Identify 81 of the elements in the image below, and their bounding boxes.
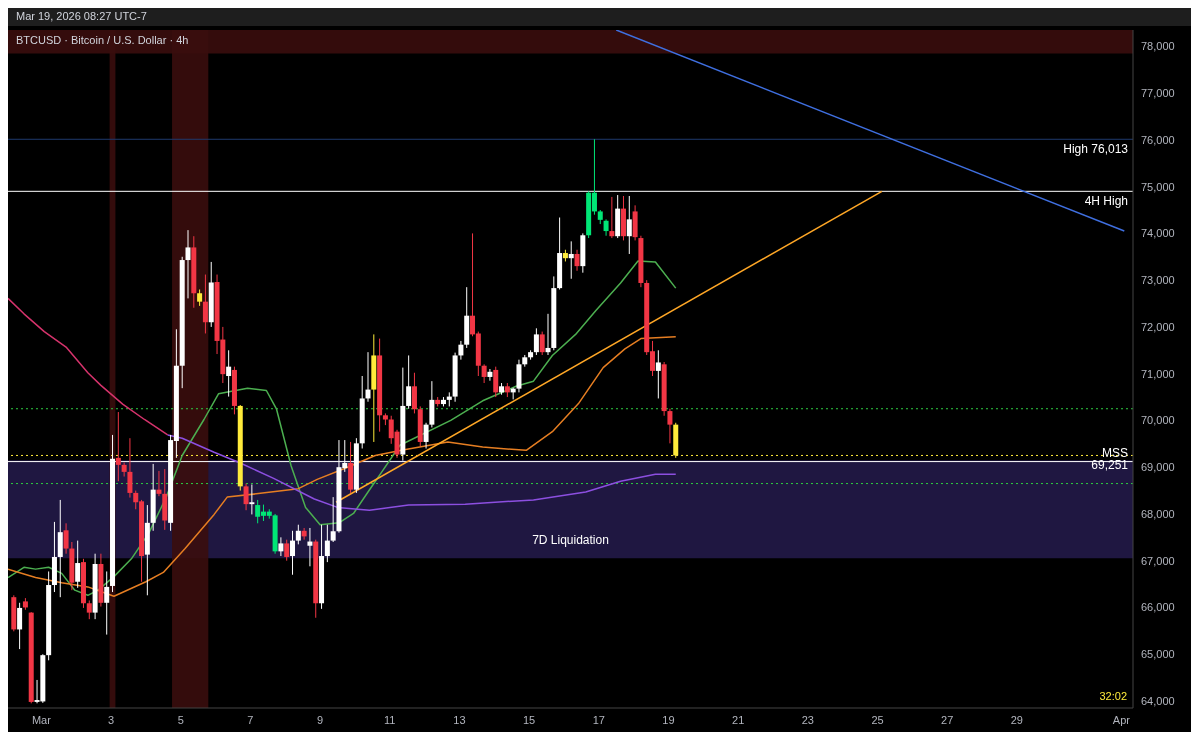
y-tick-label: 75,000 [1141, 180, 1175, 193]
candlestick [655, 349, 661, 399]
line-series [8, 297, 169, 436]
x-tick-label: 11 [384, 713, 396, 726]
candlestick [458, 340, 464, 361]
candlestick [626, 195, 632, 255]
line-series [8, 260, 677, 597]
candlestick [243, 483, 249, 511]
candlestick [156, 470, 162, 497]
x-tick-label: 25 [871, 713, 884, 726]
y-tick-label: 69,000 [1141, 461, 1175, 474]
chart-subtitle: Mar 19, 2026 08:27 UTC-7 [15, 9, 148, 24]
candlestick [539, 331, 545, 356]
y-tick-label: 70,000 [1141, 414, 1175, 427]
candlestick [574, 249, 580, 272]
x-tick-label: 15 [523, 713, 536, 726]
x-tick-label: 3 [108, 713, 115, 726]
candlestick [295, 524, 301, 545]
y-tick-label: 76,000 [1141, 133, 1175, 146]
candlestick [75, 540, 81, 589]
x-tick-label: 27 [941, 713, 954, 726]
candlestick [545, 313, 551, 356]
x-tick-label: 23 [801, 713, 814, 726]
candlestick [104, 570, 110, 636]
candlestick [481, 363, 487, 384]
y-tick-label: 71,000 [1141, 367, 1175, 380]
annotation: 32:02 [1099, 690, 1127, 702]
candlestick [226, 349, 232, 398]
x-tick-label: 21 [732, 713, 745, 726]
y-tick-label: 66,000 [1141, 601, 1175, 614]
y-tick-label: 74,000 [1141, 227, 1175, 240]
candlestick [493, 366, 499, 398]
candlestick [249, 483, 255, 515]
y-tick-label: 68,000 [1141, 507, 1175, 520]
y-tick-label: 72,000 [1141, 320, 1175, 333]
candlestick [115, 411, 121, 482]
x-tick-label: 19 [662, 713, 675, 726]
chart-title: BTCUSD · Bitcoin / U.S. Dollar · 4h [16, 34, 189, 46]
y-tick-label: 64,000 [1141, 694, 1175, 707]
candlestick [202, 274, 208, 334]
candlestick [411, 372, 417, 414]
y-tick-label: 73,000 [1141, 274, 1175, 287]
candlestick [185, 229, 191, 299]
candlestick [330, 496, 336, 543]
y-tick-label: 67,000 [1141, 554, 1175, 567]
x-tick-label: Apr [1112, 713, 1131, 726]
candlestick [533, 327, 539, 356]
candlestick [609, 196, 615, 239]
y-tick-label: 65,000 [1141, 648, 1175, 661]
candlestick [667, 408, 673, 444]
candlestick [17, 602, 23, 650]
ref-line-label: 4H High [1084, 193, 1128, 208]
candlestick [307, 527, 313, 567]
line-series [166, 434, 677, 511]
candlestick [324, 524, 330, 563]
line-series [8, 335, 677, 597]
candlestick [86, 599, 92, 620]
candlestick [365, 351, 371, 403]
x-tick-label: 9 [317, 713, 324, 726]
ref-line-label: MSS [1101, 445, 1128, 460]
candlestick [290, 530, 296, 576]
y-tick-label: 78,000 [1141, 40, 1175, 53]
ref-line-label: High 76,013 [1063, 141, 1129, 156]
x-tick-label: 7 [247, 713, 254, 726]
candlestick [121, 462, 127, 478]
candlestick [568, 240, 574, 280]
x-tick-label: 17 [592, 713, 605, 726]
ref-line-label: 69,251 [1091, 457, 1129, 472]
candlestick [406, 354, 412, 410]
band-label: 7D Liquidation [532, 533, 609, 548]
candlestick [278, 536, 284, 557]
x-tick-label: 5 [177, 713, 184, 726]
y-tick-label: 77,000 [1141, 87, 1175, 100]
candlestick [63, 522, 69, 555]
x-tick-label: Mar [31, 713, 52, 726]
x-tick-label: 29 [1010, 713, 1023, 726]
x-tick-label: 13 [453, 713, 466, 726]
candlestick [284, 539, 290, 562]
candlestick [127, 437, 133, 499]
candlestick [423, 422, 429, 449]
candlestick [487, 368, 493, 382]
